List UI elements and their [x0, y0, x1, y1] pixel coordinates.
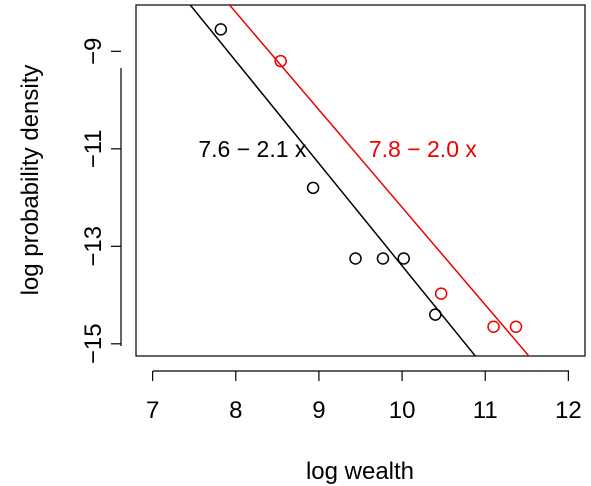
data-point — [349, 252, 362, 265]
y-tick-label: −13 — [80, 226, 107, 267]
fit-line — [228, 5, 530, 356]
x-axis: 7 8 9 10 11 12 — [146, 370, 582, 424]
x-tick-label: 9 — [312, 397, 325, 424]
data-point — [214, 23, 228, 36]
y-tick-label: −11 — [80, 129, 107, 168]
data-points — [214, 23, 523, 333]
data-point — [376, 252, 390, 265]
fit-labels: 7.6 − 2.1 x 7.8 − 2.0 x — [198, 136, 477, 162]
fit-equation-label: 7.8 − 2.0 x — [369, 136, 478, 162]
x-tick-label: 11 — [473, 397, 498, 424]
fit-lines — [189, 5, 530, 356]
x-tick-label: 8 — [229, 397, 242, 424]
data-point — [274, 54, 287, 68]
y-axis: −9 −11 −13 −15 — [80, 38, 122, 364]
data-point — [429, 308, 442, 321]
x-axis-title: log wealth — [306, 458, 414, 485]
fit-line — [189, 5, 477, 356]
y-tick-label: −15 — [80, 323, 107, 364]
data-point — [306, 181, 320, 195]
data-point — [397, 252, 410, 265]
data-point — [487, 320, 500, 333]
plot-frame — [135, 4, 586, 357]
y-axis-title: log probability density — [17, 65, 44, 296]
x-tick-label: 10 — [389, 397, 416, 424]
fit-equation-label: 7.6 − 2.1 x — [198, 136, 307, 162]
x-tick-label: 12 — [555, 397, 582, 424]
y-tick-label: −9 — [80, 38, 107, 65]
data-point — [434, 287, 448, 300]
x-tick-label: 7 — [146, 397, 159, 424]
data-point — [509, 320, 523, 333]
